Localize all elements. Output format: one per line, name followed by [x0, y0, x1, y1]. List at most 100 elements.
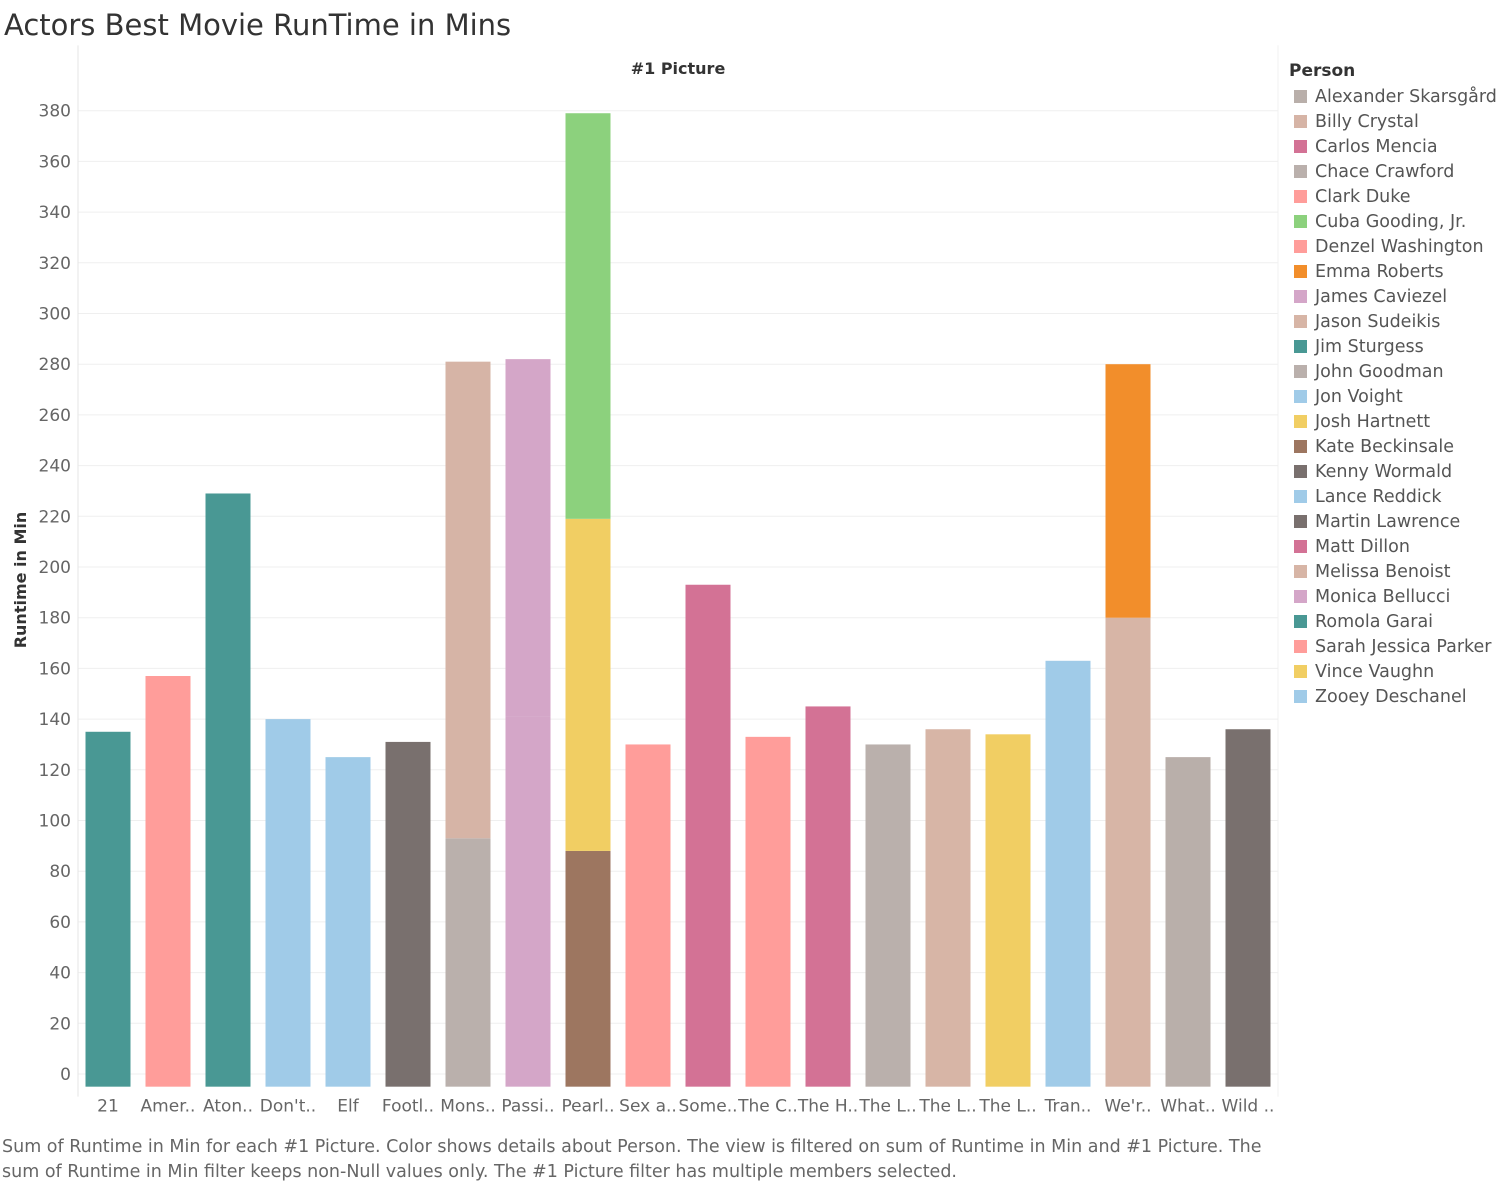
bar-segment[interactable]: [505, 359, 551, 717]
legend-item[interactable]: Cuba Gooding, Jr.: [1288, 209, 1493, 234]
y-axis-label: Runtime in Min: [11, 512, 30, 649]
bar-segment[interactable]: [565, 113, 611, 519]
gridlines: [78, 110, 1278, 1075]
legend-item[interactable]: Carlos Mencia: [1288, 134, 1493, 159]
legend-label: Vince Vaughn: [1315, 661, 1435, 682]
legend-item[interactable]: Denzel Washington: [1288, 234, 1493, 259]
x-tick-label: Passi..: [501, 1097, 554, 1117]
bar-segment[interactable]: [265, 719, 311, 1087]
column-header: #1 Picture: [631, 59, 726, 78]
legend-swatch: [1294, 690, 1307, 703]
legend-item[interactable]: Melissa Benoist: [1288, 559, 1493, 584]
legend-item[interactable]: Vince Vaughn: [1288, 659, 1493, 684]
x-tick-label: The L..: [918, 1097, 976, 1117]
legend-item[interactable]: Martin Lawrence: [1288, 509, 1493, 534]
bar-segment[interactable]: [1105, 617, 1151, 1087]
bar-segment[interactable]: [1105, 364, 1151, 618]
x-tick-label: The L..: [978, 1097, 1036, 1117]
legend-item[interactable]: Billy Crystal: [1288, 109, 1493, 134]
chart-caption: Sum of Runtime in Min for each #1 Pictur…: [2, 1137, 1262, 1182]
legend-item[interactable]: Jason Sudeikis: [1288, 309, 1493, 334]
x-tick-label: What..: [1160, 1097, 1215, 1117]
bar-segment[interactable]: [445, 361, 491, 839]
legend-item[interactable]: Alexander Skarsgård: [1288, 84, 1496, 109]
bar-segment[interactable]: [805, 706, 851, 1087]
x-tick-label: Tran..: [1044, 1097, 1092, 1117]
bar-segment[interactable]: [385, 741, 431, 1087]
legend-label: Jon Voight: [1315, 386, 1403, 407]
legend-swatch: [1294, 590, 1307, 603]
bar-segment[interactable]: [205, 493, 251, 1087]
legend-swatch: [1294, 515, 1307, 528]
x-tick-label: Mons..: [440, 1097, 496, 1117]
legend-item[interactable]: John Goodman: [1288, 359, 1493, 384]
bar-segment[interactable]: [985, 734, 1031, 1087]
legend-item[interactable]: James Caviezel: [1288, 284, 1493, 309]
y-tick-label: 0: [60, 1065, 71, 1085]
legend-swatch: [1294, 215, 1307, 228]
legend-swatch: [1294, 290, 1307, 303]
bar-segment[interactable]: [145, 676, 191, 1087]
legend-item[interactable]: Romola Garai: [1288, 609, 1493, 634]
legend-item[interactable]: Matt Dillon: [1288, 534, 1493, 559]
bar-segment[interactable]: [865, 744, 911, 1087]
legend-item[interactable]: Sarah Jessica Parker: [1288, 634, 1493, 659]
x-tick-label: Some..: [678, 1097, 737, 1117]
x-tick-label: The C..: [737, 1097, 798, 1117]
legend-item[interactable]: Chace Crawford: [1288, 159, 1493, 184]
legend-item[interactable]: Jim Sturgess: [1288, 334, 1493, 359]
bar-segment[interactable]: [925, 729, 971, 1087]
x-tick-label: Wild ..: [1222, 1097, 1275, 1117]
legend-swatch: [1294, 140, 1307, 153]
legend-item[interactable]: Zooey Deschanel: [1288, 684, 1493, 709]
legend-item[interactable]: Kate Beckinsale: [1288, 434, 1493, 459]
y-tick-label: 40: [49, 964, 71, 984]
legend-swatch: [1294, 615, 1307, 628]
y-tick-label: 220: [39, 507, 71, 527]
legend-label: Cuba Gooding, Jr.: [1315, 211, 1467, 232]
bar-segment[interactable]: [1165, 757, 1211, 1087]
legend-item[interactable]: Kenny Wormald: [1288, 459, 1493, 484]
x-tick-label: Pearl..: [561, 1097, 614, 1117]
x-tick-label: Don't..: [260, 1097, 316, 1117]
y-tick-label: 300: [39, 305, 71, 325]
bar-segment[interactable]: [565, 518, 611, 851]
legend-label: Zooey Deschanel: [1315, 686, 1467, 707]
bar-segment[interactable]: [505, 716, 551, 1087]
legend-item[interactable]: Clark Duke: [1288, 184, 1493, 209]
legend-item[interactable]: Lance Reddick: [1288, 484, 1493, 509]
y-tick-label: 100: [39, 812, 71, 832]
legend-swatch: [1294, 365, 1307, 378]
bar-segment[interactable]: [325, 757, 371, 1087]
bar-segment[interactable]: [1045, 660, 1091, 1087]
bar-segment[interactable]: [85, 731, 131, 1087]
y-tick-label: 260: [39, 406, 71, 426]
legend-items: Alexander Skarsgård Billy Crystal Carlos M…: [1288, 84, 1496, 709]
bar-segment[interactable]: [625, 744, 671, 1087]
legend-item[interactable]: Jon Voight: [1288, 384, 1493, 409]
bar-segment[interactable]: [685, 584, 731, 1087]
bar-segment[interactable]: [745, 736, 791, 1087]
legend-item[interactable]: Emma Roberts: [1288, 259, 1493, 284]
legend-label: Carlos Mencia: [1315, 136, 1438, 157]
legend-swatch: [1294, 415, 1307, 428]
legend-label: James Caviezel: [1315, 286, 1448, 307]
legend-item[interactable]: Josh Hartnett: [1288, 409, 1493, 434]
x-tick-label: The L..: [858, 1097, 916, 1117]
legend-label: Emma Roberts: [1315, 261, 1444, 282]
legend-label: Monica Bellucci: [1315, 586, 1451, 607]
bar-segment[interactable]: [1225, 729, 1271, 1087]
legend-swatch: [1294, 190, 1307, 203]
y-tick-label: 80: [49, 862, 71, 882]
legend-label: Melissa Benoist: [1315, 561, 1451, 582]
y-tick-label: 60: [49, 913, 71, 933]
legend-label: Lance Reddick: [1315, 486, 1442, 507]
y-tick-label: 380: [39, 102, 71, 122]
legend-swatch: [1294, 90, 1307, 103]
y-tick-label: 240: [39, 457, 71, 477]
y-tick-label: 20: [49, 1014, 71, 1034]
bar-segment[interactable]: [565, 850, 611, 1087]
bar-segment[interactable]: [445, 838, 491, 1087]
legend-item[interactable]: Monica Bellucci: [1288, 584, 1493, 609]
legend-swatch: [1294, 240, 1307, 253]
